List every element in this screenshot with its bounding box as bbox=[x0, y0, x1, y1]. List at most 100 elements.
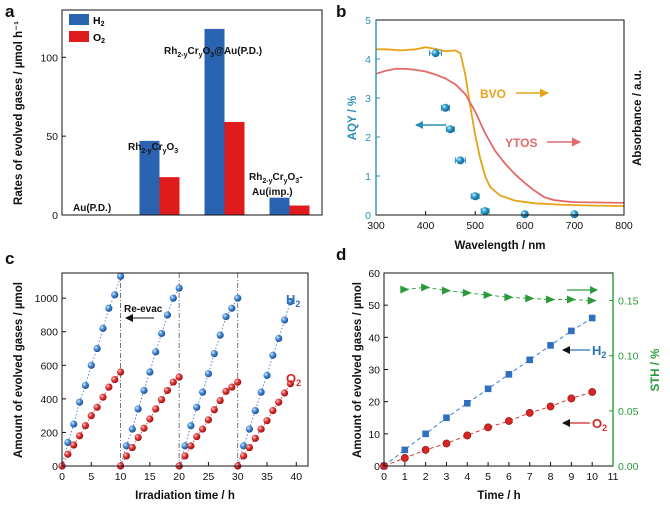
o2-circle-point bbox=[546, 402, 555, 411]
o2-point bbox=[163, 386, 172, 395]
o2-point bbox=[204, 416, 213, 424]
c-xtick-label: 25 bbox=[203, 471, 215, 483]
b-xtick-label: 400 bbox=[417, 220, 435, 232]
h2-point bbox=[280, 316, 289, 324]
c-xtick-label: 0 bbox=[59, 471, 65, 483]
h2-point bbox=[204, 370, 213, 378]
o2-cycle-line bbox=[237, 383, 291, 467]
o2-point bbox=[175, 373, 183, 381]
o2-series-label: O2 bbox=[286, 371, 301, 388]
h2-point bbox=[105, 304, 113, 312]
h2-point bbox=[87, 361, 95, 369]
o2-point bbox=[157, 396, 166, 404]
panel-a-bar-chart: a 0 50 100 Rates of evolved gases / µmol h… bbox=[5, 2, 323, 222]
h2-point bbox=[175, 284, 183, 292]
o2-point bbox=[75, 432, 84, 440]
h2-point bbox=[245, 425, 254, 433]
panel-d-sth-chart: d 0 1 2 3 4 5 6 7 8 9 10 11 0 10 20 30 40 50 60 0.00 0.05 0.1… bbox=[336, 245, 662, 502]
c-ytick-label: 800 bbox=[40, 327, 58, 339]
c-ytick-label: 400 bbox=[40, 394, 58, 406]
o2-point bbox=[64, 450, 72, 458]
d-ytick-label: 30 bbox=[368, 365, 380, 377]
d-xtick-label: 5 bbox=[485, 471, 491, 483]
panel-label-a: a bbox=[5, 2, 15, 21]
cat-label-rh: Rh2-yCryO3 bbox=[128, 142, 178, 155]
d-y2tick-label: 0.15 bbox=[618, 296, 639, 308]
b-ytick-label: 3 bbox=[365, 93, 371, 105]
h2-point bbox=[169, 294, 177, 302]
panel-d-y2label: STH / % bbox=[650, 349, 662, 392]
reevac-label: Re-evac bbox=[124, 304, 163, 315]
sth-triangle-point bbox=[441, 286, 451, 295]
aqy-point bbox=[456, 156, 465, 165]
h2-point bbox=[198, 388, 207, 396]
h2-point bbox=[251, 407, 259, 415]
bar-h2-2 bbox=[204, 28, 225, 215]
h2-point bbox=[152, 348, 160, 356]
o2-circle-point bbox=[588, 388, 597, 396]
d-xtick-label: 4 bbox=[464, 471, 470, 483]
h2-point bbox=[263, 371, 271, 379]
h2-point bbox=[222, 313, 230, 321]
panel-label-b: b bbox=[336, 2, 346, 21]
d-xtick-label: 6 bbox=[506, 471, 512, 483]
o2-circle-point bbox=[400, 454, 409, 462]
d-ytick-label: 40 bbox=[368, 332, 380, 344]
bar-o2-2 bbox=[224, 121, 245, 215]
cat-label-rh-au-imp: Rh2-yCryO3- bbox=[249, 172, 303, 185]
h2-point bbox=[70, 420, 78, 428]
panel-c-frame bbox=[61, 272, 309, 467]
o2-point bbox=[239, 452, 248, 460]
d-ytick-label: 50 bbox=[368, 300, 380, 312]
h2-point bbox=[286, 297, 295, 306]
d-xtick-label: 2 bbox=[423, 471, 429, 483]
b-ytick-label: 5 bbox=[365, 15, 371, 27]
h2-point bbox=[193, 403, 201, 411]
c-xtick-label: 15 bbox=[144, 471, 156, 483]
sth-triangle-point bbox=[421, 283, 431, 292]
c-xtick-label: 10 bbox=[115, 471, 127, 483]
o2-point bbox=[187, 442, 195, 450]
panel-b-xlabel: Wavelength / nm bbox=[455, 240, 546, 252]
panel-label-d: d bbox=[336, 245, 346, 264]
bar-o2-3 bbox=[289, 205, 310, 215]
o2-circle-point bbox=[505, 417, 513, 425]
o2-point bbox=[122, 452, 131, 460]
a-ytick-label: 0 bbox=[52, 210, 58, 222]
h2-point bbox=[81, 381, 90, 390]
b-ytick-label: 4 bbox=[365, 54, 371, 66]
aqy-point bbox=[441, 103, 450, 112]
panel-b-y2label: Absorbance / a.u. bbox=[632, 70, 644, 166]
h2-square-point bbox=[505, 371, 513, 378]
a-ytick-label: 100 bbox=[40, 52, 58, 64]
b-ytick-label: 0 bbox=[365, 210, 371, 222]
h2-point bbox=[122, 442, 131, 450]
ytos-absorbance-line bbox=[375, 67, 625, 204]
panel-a-frame bbox=[61, 9, 323, 216]
sth-line bbox=[404, 286, 593, 302]
c-xtick-label: 35 bbox=[261, 471, 273, 483]
d-ytick-label: 0 bbox=[374, 461, 380, 473]
h2-point bbox=[234, 294, 242, 302]
h2-point bbox=[163, 311, 172, 319]
b-xtick-label: 800 bbox=[615, 220, 633, 232]
d-ytick-label: 60 bbox=[368, 268, 380, 280]
h2-point bbox=[64, 438, 72, 447]
b-xtick-label: 700 bbox=[566, 220, 584, 232]
h2-cycle-line bbox=[237, 301, 291, 467]
b-xtick-label: 600 bbox=[516, 220, 534, 232]
o2-point bbox=[275, 398, 283, 406]
o2-point bbox=[81, 422, 90, 430]
b-xtick-label: 500 bbox=[466, 220, 484, 232]
o2-point bbox=[99, 393, 107, 401]
o2-point bbox=[181, 452, 189, 460]
o2-circle-point bbox=[442, 439, 451, 448]
bar-o2-1 bbox=[159, 177, 180, 215]
aqy-point bbox=[446, 125, 455, 134]
aqy-point bbox=[570, 210, 579, 219]
o2-point bbox=[169, 378, 177, 386]
c-xtick-label: 40 bbox=[290, 471, 302, 483]
o2-point bbox=[93, 403, 101, 411]
h2-square-point bbox=[422, 430, 429, 438]
panel-a-legend: H2 O2 bbox=[69, 14, 105, 45]
